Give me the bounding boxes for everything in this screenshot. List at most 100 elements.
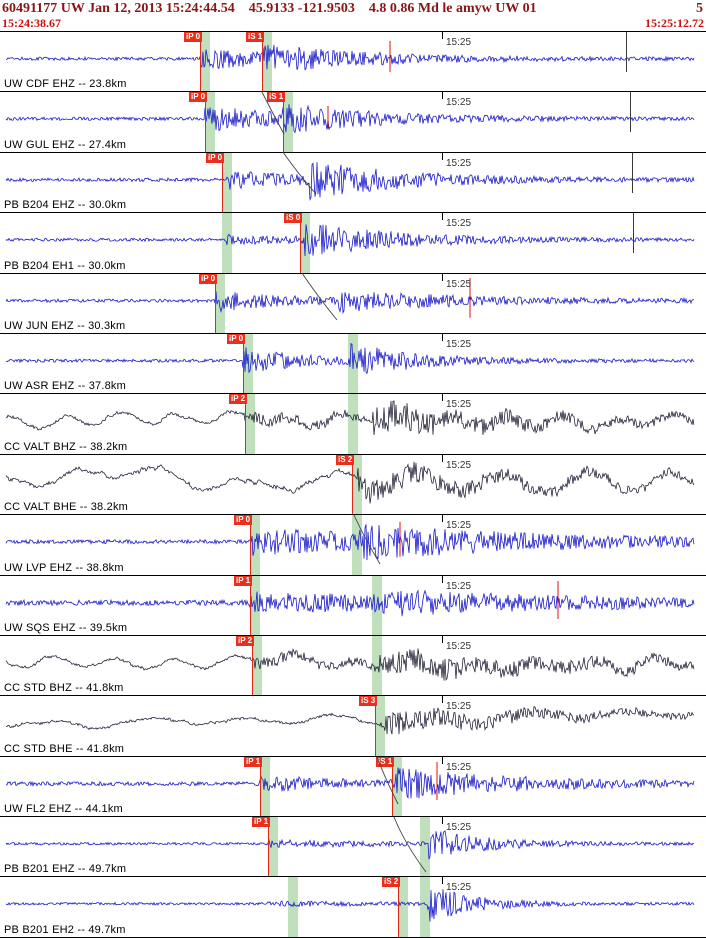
trace-panel[interactable]: 15:25 UW JUN EHZ -- 30.3km iP 0 [0, 272, 706, 333]
minute-tick [442, 454, 443, 462]
pick-flag[interactable]: iS 1 [246, 32, 265, 42]
pick-line[interactable] [252, 635, 253, 696]
trace-panel[interactable]: 15:25 UW GUL EHZ -- 27.4km iP 0 iS 1 [0, 91, 706, 152]
trace-line [5, 104, 695, 134]
pick-flag[interactable]: iP 2 [229, 394, 248, 405]
trace-line [5, 161, 695, 201]
trace-line [5, 889, 695, 922]
trace-panel[interactable]: 15:25 CC STD BHE -- 41.8km iS 3 [0, 695, 706, 756]
trace-panel[interactable]: 15:25 CC STD BHZ -- 41.8km iP 2 [0, 634, 706, 696]
pick-flag[interactable]: iP 0 [199, 273, 218, 284]
pick-flag[interactable]: iS 1 [267, 92, 286, 103]
trace-panel[interactable]: 15:25 CC VALT BHZ -- 38.2km iP 2 [0, 393, 706, 454]
station-label: PB B204 EH1 -- 30.0km [4, 259, 126, 272]
minute-tick [442, 635, 443, 643]
pick-line[interactable] [215, 273, 216, 333]
pick-flag[interactable]: iP 1 [234, 575, 253, 586]
cursor-line [626, 32, 627, 72]
pick-flag[interactable]: iP 1 [244, 756, 263, 767]
trace-line [5, 588, 695, 616]
trace-panel[interactable]: 15:25 CC VALT BHE -- 38.2km iS 2 [0, 453, 706, 515]
minute-label: 15:25 [446, 701, 472, 713]
pick-uncertainty-band [352, 454, 362, 515]
trace-panel[interactable]: 15:25 PB B201 EHZ -- 49.7km iP 1 [0, 816, 706, 877]
trace-panel[interactable]: 15:25 UW FL2 EHZ -- 44.1km iP 1 iS 1 [0, 755, 706, 817]
pick-flag[interactable]: iP 1 [252, 817, 271, 828]
minute-tick [442, 877, 443, 885]
pick-uncertainty-band [268, 817, 278, 877]
pick-line[interactable] [205, 92, 206, 152]
trace-panel[interactable]: 15:25 PB B204 EH1 -- 30.0km iS 0 [0, 212, 706, 273]
pick-flag[interactable]: iS 0 [284, 213, 303, 224]
page-number: 5 [696, 1, 703, 16]
trace-line [5, 224, 695, 257]
pick-line[interactable] [375, 696, 376, 756]
trace-line [5, 44, 695, 71]
pick-line[interactable] [243, 333, 244, 394]
pick-uncertainty-band [250, 575, 260, 635]
waveform [5, 224, 695, 257]
pick-line[interactable] [200, 32, 201, 92]
pick-line[interactable] [262, 32, 263, 92]
minute-label: 15:25 [446, 218, 472, 230]
trace-panel[interactable]: 15:25 PB B204 EHZ -- 30.0km iP 0 [0, 151, 706, 213]
minute-label: 15:25 [446, 399, 472, 411]
trace-line [5, 647, 695, 681]
waveform [5, 706, 695, 735]
pick-uncertainty-band [398, 877, 408, 937]
pick-uncertainty-band [420, 877, 430, 937]
trace-panel[interactable]: 15:25 PB B201 EH2 -- 49.7km iS 2 [0, 876, 706, 937]
minute-tick [442, 817, 443, 825]
minute-tick [442, 273, 443, 281]
pick-flag[interactable]: iP 0 [227, 333, 246, 344]
minute-label: 15:25 [446, 97, 472, 109]
pick-line[interactable] [352, 454, 353, 515]
pick-uncertainty-band [250, 515, 260, 575]
trace-panel[interactable]: 15:25 UW CDF EHZ -- 23.8km iP 0 iS 1 [0, 31, 706, 92]
station-label: UW LVP EHZ -- 38.8km [4, 561, 124, 574]
waveform [5, 104, 695, 134]
station-label: CC VALT BHZ -- 38.2km [4, 440, 128, 453]
pick-flag[interactable]: iP 0 [189, 92, 208, 103]
pick-line[interactable] [222, 152, 223, 213]
pick-line[interactable] [268, 817, 269, 877]
pick-line[interactable] [398, 877, 399, 937]
pick-line[interactable] [250, 515, 251, 575]
trace-panels: 15:25 UW CDF EHZ -- 23.8km iP 0 iS 1 15:2… [0, 31, 706, 938]
station-label: UW CDF EHZ -- 23.8km [4, 78, 127, 91]
trace-line [5, 461, 695, 504]
station-label: CC STD BHE -- 41.8km [4, 742, 125, 755]
trace-panel[interactable]: 15:25 UW SQS EHZ -- 39.5km iP 1 [0, 574, 706, 635]
pick-uncertainty-band [205, 92, 215, 152]
pick-flag[interactable]: iS 3 [359, 696, 378, 707]
waveform [5, 889, 695, 922]
cursor-line [633, 213, 634, 254]
trace-panel[interactable]: 15:25 UW LVP EHZ -- 38.8km iP 0 [0, 514, 706, 575]
pick-line[interactable] [300, 213, 301, 273]
pick-line[interactable] [260, 756, 261, 817]
minute-tick [442, 333, 443, 341]
pick-flag[interactable]: iP 0 [184, 32, 203, 42]
pick-flag[interactable]: iP 0 [206, 152, 225, 163]
pick-flag[interactable]: iP 2 [236, 635, 255, 646]
waveform [5, 161, 695, 201]
pick-flag[interactable]: iS 2 [336, 454, 355, 465]
time-window-bar: 15:24:38.67 15:25:12.72 [0, 17, 706, 31]
pick-uncertainty-band [260, 756, 270, 817]
pick-flag[interactable]: iS 2 [382, 877, 401, 888]
minute-tick [442, 32, 443, 39]
station-label: CC VALT BHE -- 38.2km [4, 501, 129, 514]
station-label: UW FL2 EHZ -- 44.1km [4, 803, 123, 816]
waveform [5, 40, 695, 73]
minute-tick [442, 394, 443, 402]
waveform [5, 400, 695, 436]
window-start-time: 15:24:38.67 [2, 16, 61, 30]
trace-panel[interactable]: 15:25 UW ASR EHZ -- 37.8km iP 0 [0, 332, 706, 394]
pick-flag[interactable]: iS 1 [376, 756, 395, 767]
pick-flag[interactable]: iP 0 [234, 515, 253, 526]
pick-uncertainty-band [222, 152, 232, 213]
pick-line[interactable] [250, 575, 251, 635]
trace-line [5, 767, 695, 799]
pick-line[interactable] [245, 394, 246, 454]
